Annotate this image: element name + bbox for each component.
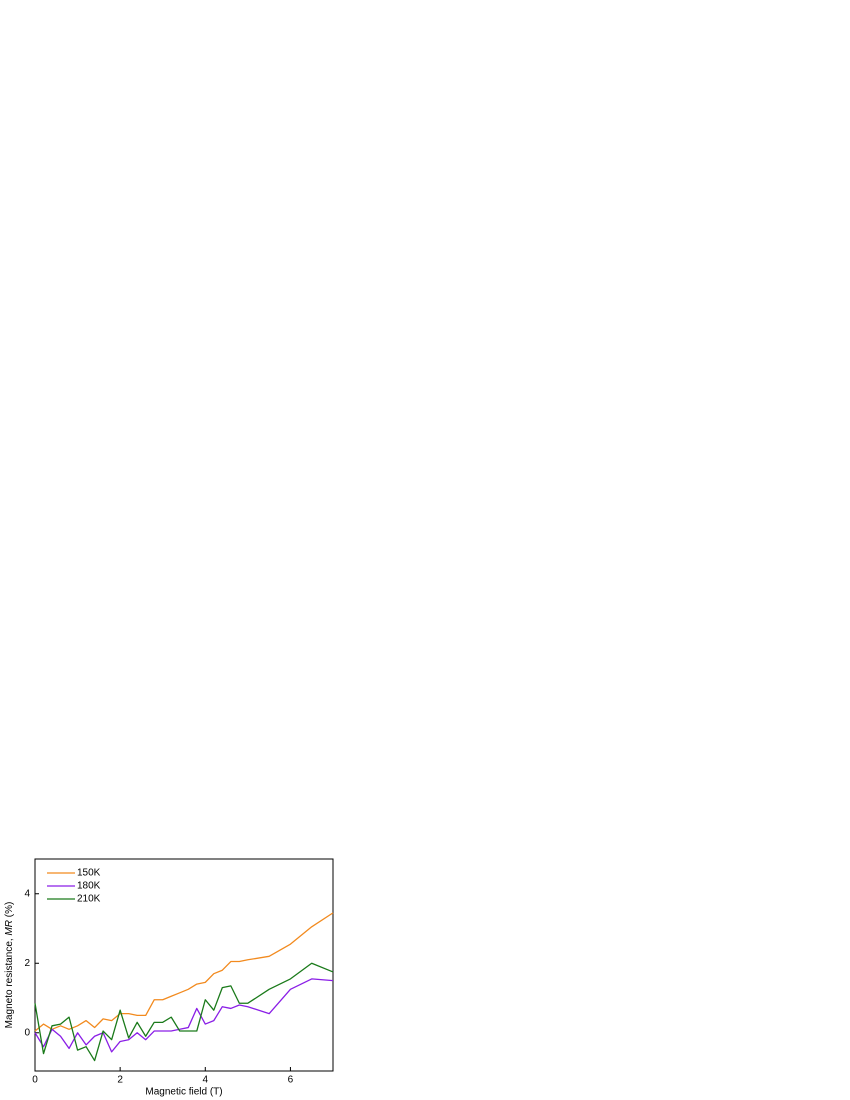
legend-label: 180K [77, 881, 101, 892]
x-tick-label: 4 [203, 1075, 209, 1086]
y-tick-label: 0 [24, 1027, 30, 1038]
y-tick-label: 2 [24, 958, 30, 969]
y-label-part: Magneto resistance, [4, 936, 15, 1029]
plot-frame [34, 858, 334, 1072]
x-tick-label: 6 [288, 1075, 294, 1086]
y-tick-label: 4 [24, 888, 30, 899]
series-line [34, 978, 334, 1053]
series-line [34, 912, 334, 1032]
legend-label: 210K [77, 894, 101, 905]
x-tick-label: 0 [32, 1075, 38, 1086]
x-tick-label: 2 [117, 1075, 123, 1086]
y-label-part: MR [4, 920, 15, 936]
y-label-part: (%) [4, 902, 15, 920]
legend-label: 150K [77, 868, 101, 879]
series-line [34, 962, 334, 1062]
y-axis-label: Magneto resistance, MR (%) [4, 902, 15, 1029]
x-axis-label: Magnetic field (T) [145, 1087, 222, 1098]
